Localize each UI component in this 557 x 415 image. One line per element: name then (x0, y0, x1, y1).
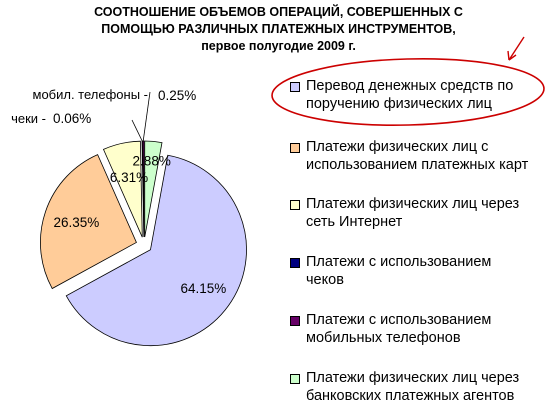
slice-label-2: 6.31% (110, 170, 148, 185)
leader-line-mobile (142, 91, 151, 142)
legend-label-line-1: Платежи физических лиц через (306, 370, 520, 386)
chart-title: СООТНОШЕНИЕ ОБЪЕМОВ ОПЕРАЦИЙ, СОВЕРШЕННЫ… (0, 4, 557, 55)
pie-slice-4 (142, 140, 145, 238)
highlight-arrow-shaft (508, 36, 525, 61)
chart-title-line-2: ПОМОЩЬЮ РАЗЛИЧНЫХ ПЛАТЕЖНЫХ ИНСТРУМЕНТОВ… (101, 22, 456, 36)
slice-label-3: 0.06% (53, 111, 91, 126)
legend-label: Платежи физических лиц через сеть Интерне… (306, 195, 554, 231)
legend-swatch (290, 316, 300, 326)
pie-slice-1 (40, 154, 137, 290)
legend-label-line-1: Перевод денежных средств по (306, 78, 514, 94)
legend-label-line-2: использованием платежных карт (306, 157, 529, 173)
legend-swatch (290, 258, 300, 268)
highlight-ellipse (271, 58, 545, 126)
slice-label-4: 0.25% (158, 88, 196, 103)
slice-label-0: 64.15% (181, 281, 227, 296)
annotation-checks: чеки - (11, 111, 46, 126)
legend-label-line-1: Платежи с использованием (306, 312, 492, 328)
pie-slice-0 (65, 154, 247, 347)
slice-label-5: 2.88% (133, 154, 171, 169)
legend-label: Платежи с использованием чеков (306, 253, 554, 289)
legend-label-line-2: поручению физических лиц (306, 96, 492, 112)
legend-label-line-1: Платежи с использованием (306, 254, 492, 270)
legend-label-line-2: сеть Интернет (306, 214, 403, 230)
legend-swatch (290, 200, 300, 210)
chart-title-line-1: СООТНОШЕНИЕ ОБЪЕМОВ ОПЕРАЦИЙ, СОВЕРШЕННЫ… (94, 5, 463, 19)
chart-title-line-3: первое полугодие 2009 г. (201, 39, 356, 53)
legend-label-line-1: Платежи физических лиц с (306, 139, 489, 155)
legend-label: Перевод денежных средств по поручению физ… (306, 77, 554, 113)
legend-swatch (290, 82, 300, 92)
legend-label-line-1: Платежи физических лиц через (306, 196, 520, 212)
legend-label-line-2: чеков (306, 272, 344, 288)
pie-slice-2 (102, 140, 143, 238)
legend-label: Платежи с использованием мобильных телефо… (306, 311, 554, 347)
pie-slice-5 (144, 140, 163, 238)
leader-line-checks (131, 119, 143, 142)
legend-label-line-2: банковских платежных агентов (306, 388, 515, 404)
legend-label-line-2: мобильных телефонов (306, 330, 461, 346)
legend-swatch (290, 374, 300, 384)
legend-label: Платежи физических лиц с использованием п… (306, 138, 554, 174)
annotation-mobile: мобил. телефоны - (33, 87, 149, 102)
legend-swatch (290, 143, 300, 153)
slice-label-1: 26.35% (54, 215, 100, 230)
legend-label: Платежи физических лиц через банковских п… (306, 369, 554, 405)
highlight-arrow-head (507, 50, 517, 61)
